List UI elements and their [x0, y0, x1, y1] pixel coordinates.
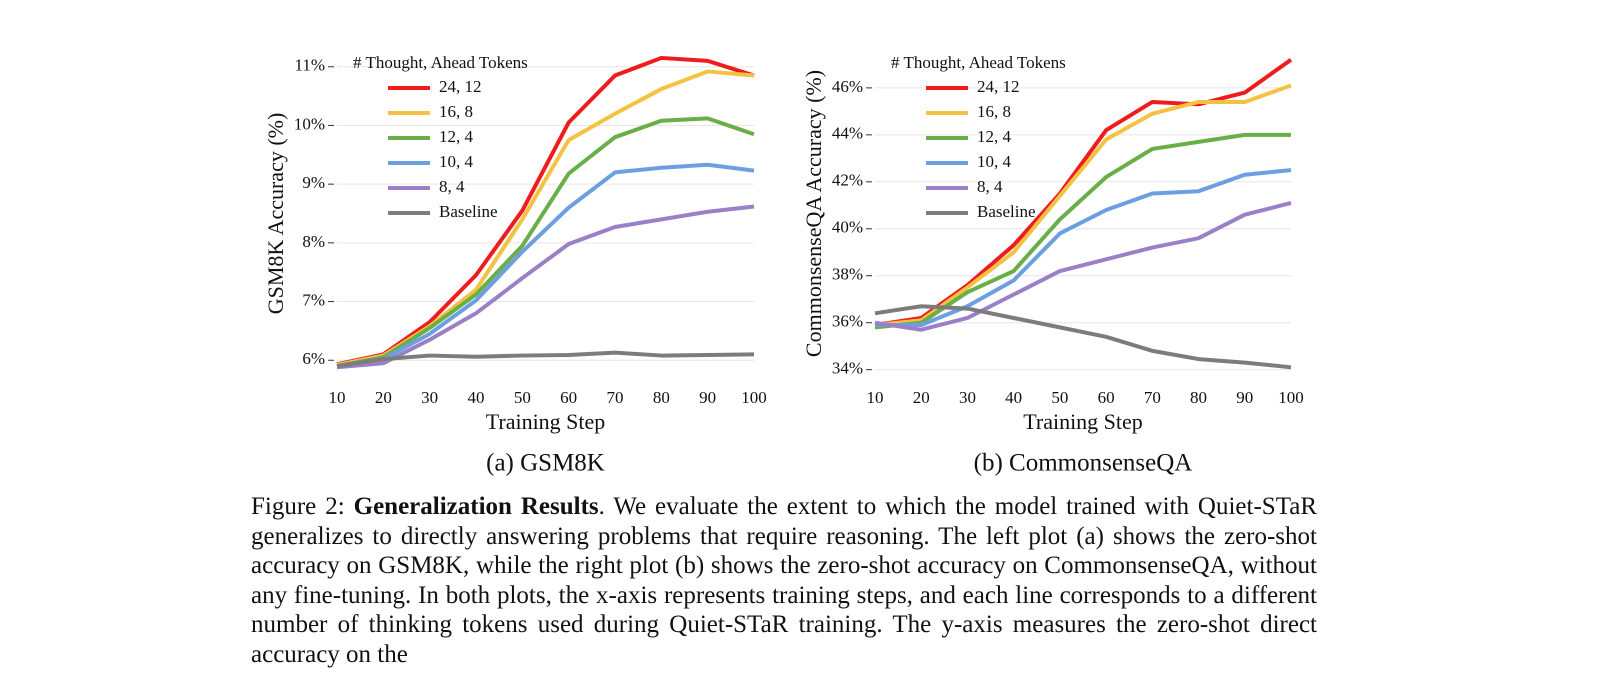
legend-label: 24, 12 [977, 77, 1020, 96]
x-tick-label: 30 [421, 388, 438, 407]
legend-title: # Thought, Ahead Tokens [353, 53, 528, 72]
legend-label: 24, 12 [439, 77, 482, 96]
y-tick-label: 7% [302, 290, 325, 309]
series-line [336, 162, 755, 369]
x-tick-label: 80 [1190, 388, 1207, 407]
series-line [874, 304, 1292, 370]
y-tick-label: 42% [832, 171, 863, 190]
subfigure-caption: (a) GSM8K [486, 450, 605, 477]
legend-label: 12, 4 [977, 127, 1012, 146]
x-tick-label: 40 [468, 388, 485, 407]
x-tick-label: 50 [1051, 388, 1068, 407]
y-tick-label: 8% [302, 232, 325, 251]
series-line [336, 55, 755, 367]
y-tick-label: 34% [832, 359, 863, 378]
x-tick-label: 80 [653, 388, 670, 407]
x-tick-label: 10 [867, 388, 884, 407]
x-tick-label: 20 [913, 388, 930, 407]
x-axis-label: Training Step [486, 409, 606, 434]
legend-label: 8, 4 [439, 177, 465, 196]
y-axis-label: GSM8K Accuracy (%) [263, 113, 288, 315]
y-tick-label: 9% [302, 173, 325, 192]
y-tick-label: 10% [294, 114, 325, 133]
x-tick-label: 100 [741, 388, 767, 407]
series-line [336, 204, 755, 370]
legend-label: 16, 8 [439, 102, 473, 121]
series-line [874, 83, 1292, 328]
series-line [336, 350, 755, 369]
figure: 6% 7% 8% 9% 10% 11% 10 20 30 40 50 60 70 80 90 100 Train… [263, 53, 1304, 477]
caption-text: . We evaluate the extent to which the mo… [251, 493, 1318, 668]
legend-label: 12, 4 [439, 127, 474, 146]
series-line [874, 200, 1292, 332]
legend-title: # Thought, Ahead Tokens [891, 53, 1066, 72]
legend-label: Baseline [439, 202, 498, 221]
x-tick-label: 100 [1278, 388, 1304, 407]
series-line [874, 58, 1293, 328]
legend-label: 8, 4 [977, 177, 1003, 196]
x-tick-label: 40 [1005, 388, 1022, 407]
x-tick-label: 50 [514, 388, 531, 407]
x-tick-label: 60 [560, 388, 577, 407]
x-tick-label: 90 [699, 388, 716, 407]
series-line [336, 69, 755, 367]
caption-title: Generalization Results [353, 493, 599, 520]
x-tick-label: 10 [329, 388, 346, 407]
figure-caption: Figure 2: Generalization Results. We eva… [251, 492, 1317, 670]
series-line [875, 168, 1292, 328]
y-axis-label: CommonsenseQA Accuracy (%) [801, 70, 826, 357]
legend-label: 10, 4 [977, 152, 1012, 171]
subfigure-caption: (b) CommonsenseQA [974, 450, 1193, 477]
x-tick-label: 20 [375, 388, 392, 407]
legend-label: 16, 8 [977, 102, 1011, 121]
x-tick-label: 30 [959, 388, 976, 407]
legend-label: Baseline [977, 202, 1036, 221]
caption-label: Figure 2: [251, 493, 345, 520]
y-tick-label: 38% [832, 265, 863, 284]
x-axis-label: Training Step [1023, 409, 1143, 434]
series-line [336, 116, 755, 369]
y-tick-label: 36% [832, 312, 863, 331]
x-tick-label: 70 [607, 388, 624, 407]
x-tick-label: 90 [1236, 388, 1253, 407]
y-tick-label: 6% [302, 349, 325, 368]
y-tick-label: 11% [294, 56, 325, 75]
y-tick-label: 46% [832, 77, 863, 96]
legend-label: 10, 4 [439, 152, 474, 171]
y-tick-label: 40% [832, 218, 863, 237]
y-tick-label: 44% [832, 124, 863, 143]
x-tick-label: 70 [1144, 388, 1161, 407]
x-tick-label: 60 [1098, 388, 1115, 407]
